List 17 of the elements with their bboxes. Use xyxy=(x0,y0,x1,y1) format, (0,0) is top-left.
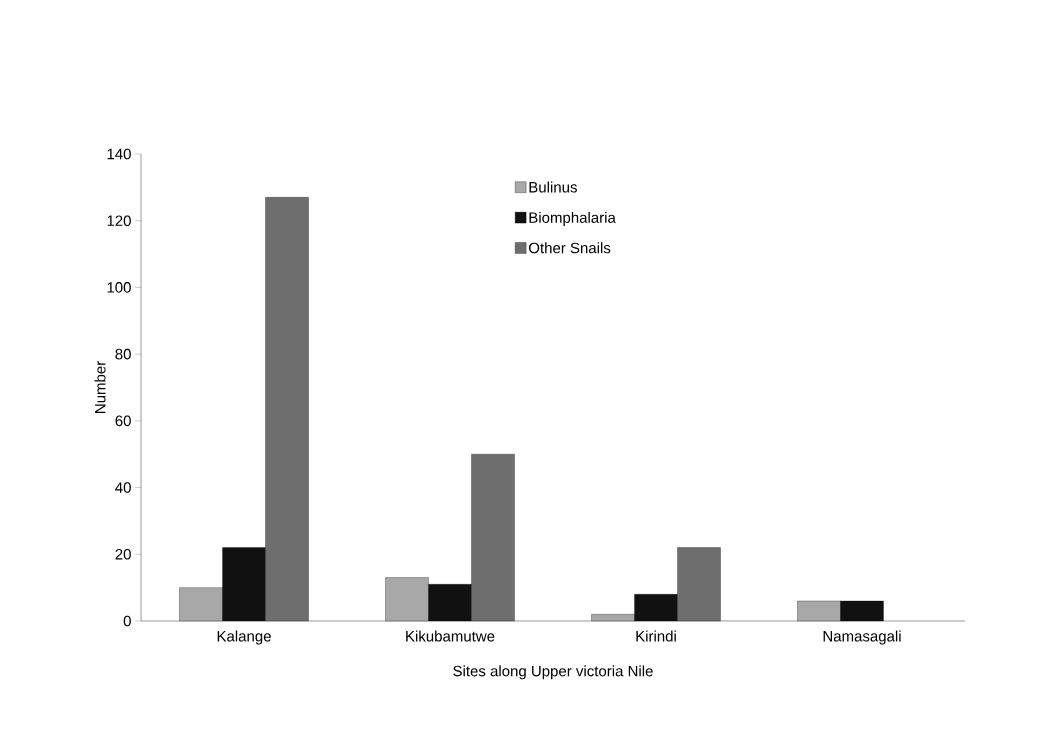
legend-label: Other Snails xyxy=(529,242,611,254)
x-tick-label: Namasagali xyxy=(823,630,901,645)
x-tick-label: Kirindi xyxy=(636,630,676,642)
y-tick-label: 140 xyxy=(107,148,131,160)
y-tick-label: 120 xyxy=(107,215,131,227)
y-tick-label: 40 xyxy=(115,482,131,493)
y-tick-label: 60 xyxy=(115,415,131,427)
y-tick-label: 80 xyxy=(115,348,131,360)
legend-label: Biomphalaria xyxy=(529,211,616,226)
x-tick-label: Kalange xyxy=(217,630,271,645)
y-tick-label: 100 xyxy=(107,282,131,293)
y-tick-label: 20 xyxy=(115,548,131,560)
x-axis-title: Sites along Upper victoria Nile xyxy=(453,665,653,680)
legend-label: Bulinus xyxy=(529,181,577,193)
y-tick-label: 0 xyxy=(123,615,131,627)
y-axis-title: Number xyxy=(94,361,106,413)
x-tick-label: Kikubamutwe xyxy=(406,630,495,642)
